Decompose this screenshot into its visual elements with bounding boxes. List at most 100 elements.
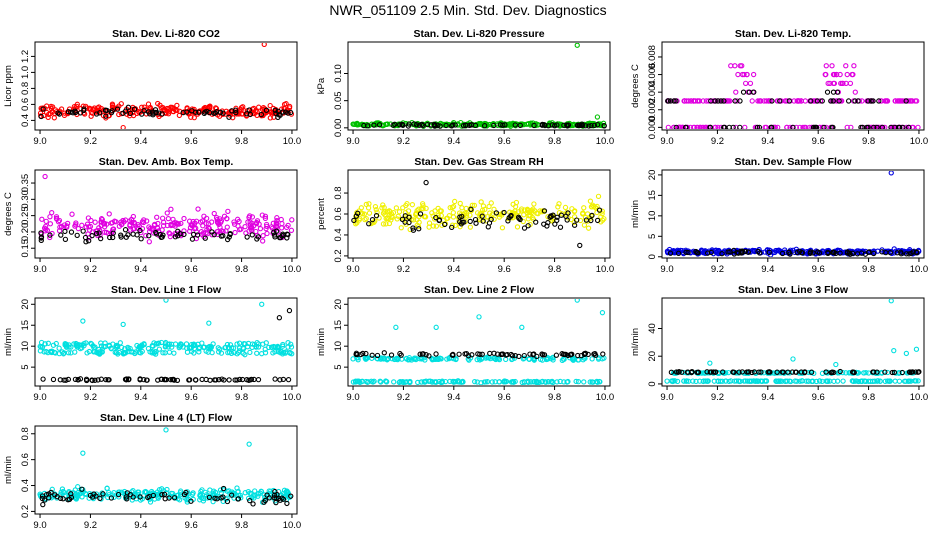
data-point <box>554 379 560 385</box>
data-point <box>88 341 95 347</box>
data-point <box>235 488 241 494</box>
data-point <box>260 238 266 244</box>
data-point <box>909 124 915 129</box>
reference-point <box>405 123 412 129</box>
data-point <box>691 124 697 129</box>
reference-point <box>146 233 152 239</box>
data-point <box>435 205 441 212</box>
reference-point <box>503 352 509 358</box>
data-point <box>231 221 238 227</box>
reference-point <box>578 352 584 359</box>
data-point <box>197 492 203 499</box>
data-point <box>269 344 275 350</box>
reference-point <box>110 234 116 241</box>
plot-panel-8: Stan. Dev. Line 2 Flow ml/min 9.0 9.2 9.4 9.6… <box>316 284 614 403</box>
reference-point <box>477 351 483 357</box>
data-point <box>797 378 803 384</box>
data-point <box>865 370 872 376</box>
reference-point <box>517 122 523 128</box>
reference-point <box>93 111 100 117</box>
reference-point <box>562 351 568 357</box>
data-point <box>226 109 232 115</box>
data-point <box>722 378 729 384</box>
data-point <box>72 349 78 355</box>
data-point <box>279 225 285 231</box>
data-point <box>43 218 49 224</box>
data-point <box>176 112 183 119</box>
plot-panel-1: Stan. Dev. Li-820 CO2 Licor ppm 9.0 9.2 9.4 9… <box>3 28 301 147</box>
reference-point <box>280 376 287 383</box>
data-point <box>549 355 556 361</box>
plot-panel-5: Stan. Dev. Gas Stream RH percent 9.0 9.2 9.4… <box>316 156 614 275</box>
reference-point <box>802 369 808 375</box>
data-point <box>275 343 281 350</box>
data-point <box>681 98 688 104</box>
data-point <box>48 349 54 355</box>
data-point <box>467 224 474 230</box>
reference-point <box>865 98 871 104</box>
data-point <box>525 378 531 384</box>
outlier-point <box>574 43 580 48</box>
data-point <box>158 105 164 111</box>
reference-point <box>400 122 406 128</box>
reference-point <box>52 492 58 498</box>
data-point <box>697 124 703 129</box>
reference-point <box>183 489 189 496</box>
reference-point <box>467 218 473 225</box>
data-point <box>556 201 562 207</box>
reference-point <box>600 351 606 357</box>
reference-point <box>900 124 906 129</box>
x-tick-label: 9.6 <box>185 136 198 147</box>
data-point <box>42 341 48 347</box>
reference-point <box>462 122 469 128</box>
data-point <box>534 378 540 385</box>
reference-point <box>271 229 277 235</box>
reference-point <box>557 224 564 230</box>
reference-point <box>137 227 143 234</box>
data-point <box>271 344 277 350</box>
reference-point <box>410 225 416 231</box>
data-point <box>581 379 587 385</box>
x-tick-label: 10.0 <box>910 264 929 275</box>
reference-point <box>150 112 156 118</box>
data-point <box>165 215 172 222</box>
reference-point <box>220 233 226 239</box>
data-point <box>788 378 794 385</box>
reference-point <box>437 123 443 129</box>
data-point <box>896 378 903 384</box>
reference-point <box>224 498 231 505</box>
reference-point <box>558 212 565 218</box>
reference-point <box>97 495 103 501</box>
data-point <box>521 212 527 218</box>
data-point <box>582 214 589 221</box>
reference-point <box>138 236 144 242</box>
reference-point <box>679 369 685 375</box>
reference-point <box>585 351 591 358</box>
data-point <box>137 344 143 350</box>
reference-point <box>870 98 876 104</box>
data-point <box>249 344 255 351</box>
data-point <box>593 205 599 211</box>
reference-point <box>284 235 290 241</box>
x-tick-label: 9.6 <box>498 392 511 403</box>
reference-point <box>695 369 701 375</box>
data-point <box>688 98 694 104</box>
data-point <box>274 217 280 224</box>
reference-point <box>206 494 213 500</box>
plot-frame <box>34 41 298 131</box>
y-tick-label: 0.35 <box>20 174 31 193</box>
data-point <box>155 340 161 347</box>
data-point <box>915 124 921 129</box>
reference-point <box>707 124 713 129</box>
reference-point <box>819 98 825 104</box>
reference-point <box>889 369 895 376</box>
data-point <box>844 124 850 129</box>
reference-point <box>461 219 467 225</box>
data-point <box>850 378 857 384</box>
data-point <box>411 356 417 362</box>
reference-point <box>725 249 731 255</box>
data-point <box>420 203 426 209</box>
reference-point <box>428 122 434 128</box>
data-point <box>71 341 77 347</box>
data-point <box>594 209 600 216</box>
